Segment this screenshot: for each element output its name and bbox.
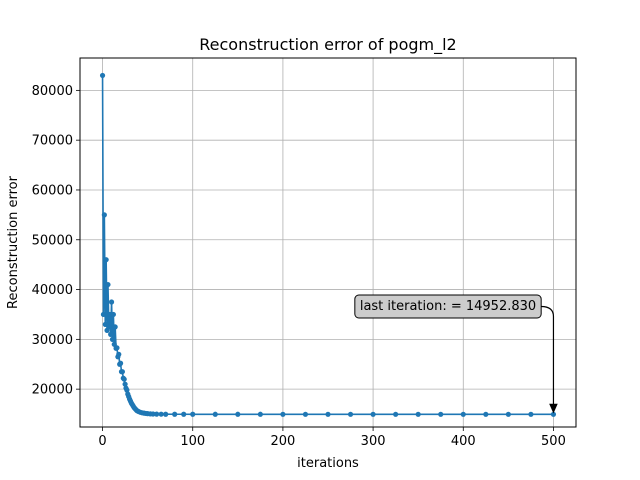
y-axis-label: Reconstruction error xyxy=(6,175,21,309)
data-point xyxy=(103,257,109,263)
data-point xyxy=(302,411,309,417)
chart-title: Reconstruction error of pogm_l2 xyxy=(199,35,456,55)
data-point xyxy=(124,387,130,393)
data-point xyxy=(235,411,241,417)
grid-layer xyxy=(80,58,576,427)
data-point xyxy=(112,324,118,330)
x-tick-label: 0 xyxy=(98,434,106,449)
data-point xyxy=(108,299,115,305)
data-point xyxy=(119,369,125,375)
data-point xyxy=(212,411,218,417)
data-point xyxy=(483,411,489,417)
annotation-text: last iteration: = 14952.830 xyxy=(360,299,536,314)
data-point xyxy=(347,411,354,417)
data-point xyxy=(370,411,376,417)
y-tick-label: 50000 xyxy=(32,233,73,248)
data-point xyxy=(181,411,187,417)
tick-layer: 0 100 200 300 400 500 20000 30000 40000 50000 6000… xyxy=(32,84,566,449)
data-point xyxy=(172,411,178,417)
data-point xyxy=(108,331,114,337)
data-point xyxy=(528,411,534,417)
annotation-arrowhead xyxy=(549,403,558,414)
data-point xyxy=(110,311,116,318)
y-tick-label: 30000 xyxy=(32,333,73,348)
data-point xyxy=(122,381,128,387)
x-tick-label: 500 xyxy=(541,434,566,449)
data-point xyxy=(280,411,286,417)
data-point xyxy=(107,311,113,318)
data-point xyxy=(100,311,107,318)
data-point xyxy=(505,411,511,417)
data-point xyxy=(117,360,124,366)
data-point xyxy=(154,411,160,417)
data-point xyxy=(158,411,164,417)
data-point xyxy=(257,411,263,417)
plot-area-frame xyxy=(79,57,577,428)
data-point xyxy=(106,324,112,330)
data-point xyxy=(163,411,169,417)
data-point xyxy=(325,411,331,417)
y-tick-label: 80000 xyxy=(32,84,73,99)
x-axis-label: iterations xyxy=(297,456,359,471)
x-tick-label: 300 xyxy=(361,434,386,449)
data-point xyxy=(99,72,106,79)
data-point xyxy=(190,411,196,417)
annotation-arrow xyxy=(541,305,555,407)
data-point xyxy=(415,411,421,417)
data-point xyxy=(114,345,120,351)
plot-area-background xyxy=(80,58,576,427)
y-tick-label: 40000 xyxy=(32,283,73,298)
x-tick-label: 200 xyxy=(270,434,295,449)
annotation-layer: last iteration: = 14952.830 xyxy=(354,294,558,414)
x-tick-label: 400 xyxy=(451,434,476,449)
y-tick-label: 70000 xyxy=(32,134,73,149)
data-point xyxy=(109,336,116,342)
x-tick-label: 100 xyxy=(180,434,205,449)
data-point xyxy=(438,411,444,417)
data-point xyxy=(460,411,466,417)
y-tick-label: 20000 xyxy=(32,383,73,398)
annotation-box xyxy=(354,294,542,319)
data-point xyxy=(105,281,111,288)
series-layer xyxy=(99,72,557,417)
data-point xyxy=(393,411,399,417)
data-point xyxy=(101,212,107,218)
data-point xyxy=(116,351,122,357)
y-tick-label: 60000 xyxy=(32,183,73,198)
data-point xyxy=(550,411,557,417)
data-point xyxy=(121,376,127,382)
